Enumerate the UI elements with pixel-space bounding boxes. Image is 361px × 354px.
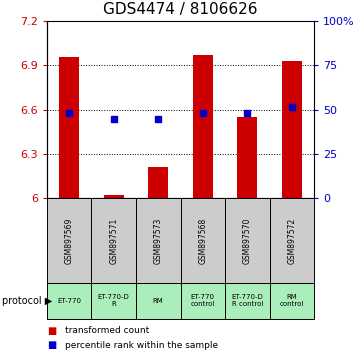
- Text: GSM897573: GSM897573: [154, 217, 163, 264]
- Text: RM: RM: [153, 298, 164, 304]
- Bar: [270, 283, 314, 319]
- Text: percentile rank within the sample: percentile rank within the sample: [65, 341, 218, 350]
- Bar: [180, 283, 225, 319]
- Text: RM
control: RM control: [280, 295, 304, 307]
- Bar: [104, 195, 124, 198]
- Text: ET-770-D
R: ET-770-D R: [98, 295, 130, 307]
- Text: ET-770: ET-770: [57, 298, 81, 304]
- Bar: [148, 167, 168, 198]
- Bar: [47, 198, 91, 283]
- Bar: [237, 117, 257, 198]
- Bar: [136, 198, 180, 283]
- Bar: [91, 283, 136, 319]
- Bar: [47, 283, 91, 319]
- Bar: [282, 61, 302, 198]
- Title: GDS4474 / 8106626: GDS4474 / 8106626: [103, 2, 258, 17]
- Text: ■: ■: [47, 340, 56, 350]
- Bar: [91, 198, 136, 283]
- Text: transformed count: transformed count: [65, 326, 149, 336]
- Text: GSM897568: GSM897568: [198, 218, 207, 264]
- Text: protocol ▶: protocol ▶: [2, 296, 52, 306]
- Text: GSM897572: GSM897572: [287, 218, 296, 264]
- Text: GSM897571: GSM897571: [109, 218, 118, 264]
- Text: GSM897569: GSM897569: [65, 217, 74, 264]
- Text: ET-770
control: ET-770 control: [191, 295, 215, 307]
- Bar: [136, 283, 180, 319]
- Bar: [193, 55, 213, 198]
- Bar: [270, 198, 314, 283]
- Text: ET-770-D
R control: ET-770-D R control: [231, 295, 263, 307]
- Bar: [59, 57, 79, 198]
- Bar: [225, 283, 270, 319]
- Text: GSM897570: GSM897570: [243, 217, 252, 264]
- Bar: [180, 198, 225, 283]
- Text: ■: ■: [47, 326, 56, 336]
- Bar: [225, 198, 270, 283]
